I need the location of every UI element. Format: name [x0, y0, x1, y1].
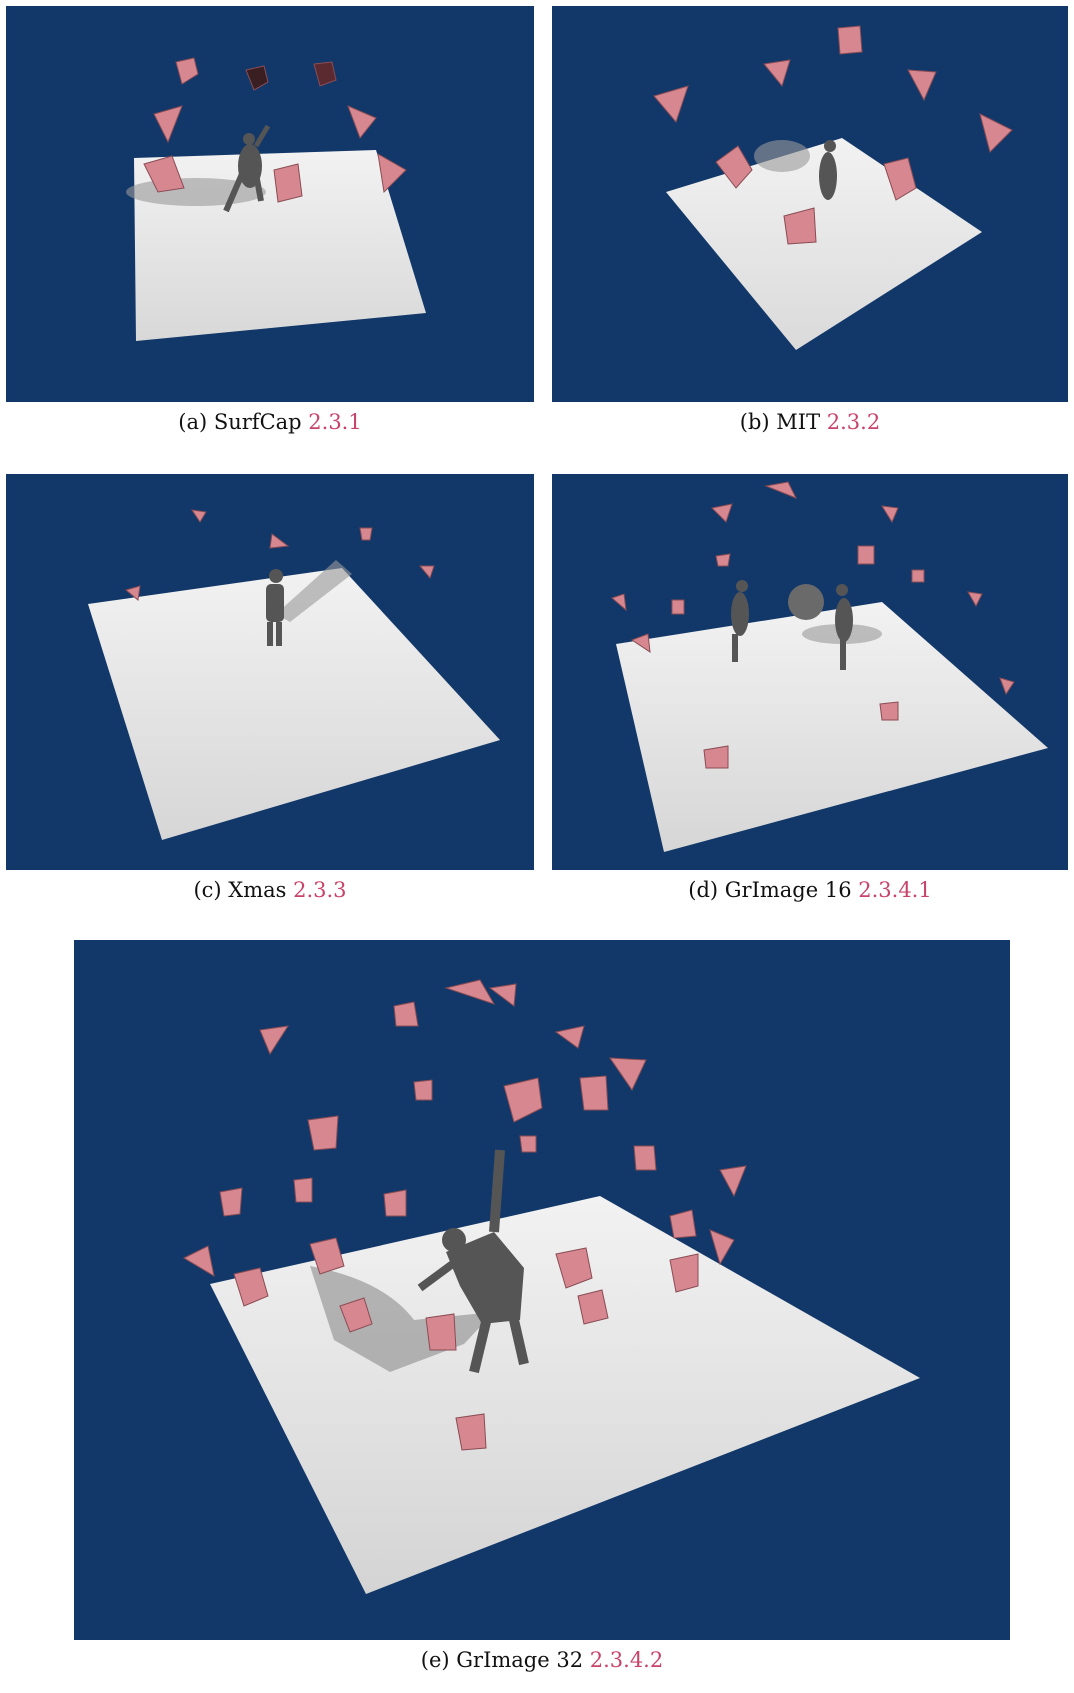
- panel-b-image: [552, 6, 1068, 402]
- section-reference-link[interactable]: 2.3.4.1: [858, 878, 932, 902]
- camera-marker: [413, 1079, 433, 1101]
- camera-marker: [393, 1001, 419, 1027]
- camera-marker: [555, 1247, 593, 1289]
- camera-marker: [259, 1025, 290, 1056]
- section-reference-link[interactable]: 2.3.2: [826, 410, 881, 434]
- camera-marker: [554, 1025, 585, 1049]
- section-reference-link[interactable]: 2.3.3: [293, 878, 347, 902]
- camera-marker: [377, 153, 407, 194]
- human-figure: [223, 124, 271, 213]
- camera-markers: [611, 481, 1015, 769]
- camera-marker: [710, 503, 733, 523]
- floor-plane: [616, 602, 1048, 852]
- camera-marker: [182, 1245, 215, 1278]
- camera-marker: [455, 1413, 487, 1451]
- camera-marker: [881, 505, 899, 524]
- caption-a: (a) SurfCap 2.3.1: [178, 410, 362, 434]
- camera-marker: [879, 701, 899, 721]
- panel-e-image: [74, 940, 1010, 1640]
- camera-marker: [153, 105, 183, 144]
- camera-marker: [911, 569, 925, 583]
- camera-marker: [719, 1165, 747, 1198]
- grimage16-render: [552, 474, 1068, 870]
- camera-marker: [309, 1237, 345, 1275]
- human-figures: [731, 580, 853, 670]
- camera-marker: [444, 979, 496, 1005]
- camera-marker: [577, 1289, 609, 1325]
- camera-marker: [709, 1229, 735, 1266]
- camera-marker: [219, 1187, 243, 1217]
- camera-marker: [837, 25, 863, 55]
- panel-d-image: [552, 474, 1068, 870]
- section-reference-link[interactable]: 2.3.4.2: [589, 1648, 664, 1672]
- camera-marker: [967, 591, 983, 608]
- camera-marker: [611, 593, 627, 612]
- camera-marker: [519, 1135, 537, 1153]
- camera-markers: [143, 57, 407, 203]
- shadow: [276, 560, 352, 622]
- human-figure: [266, 569, 284, 646]
- camera-marker: [488, 983, 517, 1007]
- camera-marker: [175, 57, 199, 85]
- camera-marker: [339, 1297, 373, 1333]
- camera-marker: [669, 1253, 699, 1293]
- camera-marker: [503, 1077, 543, 1123]
- camera-markers: [653, 25, 1013, 245]
- human-figure: [819, 140, 837, 200]
- camera-marker: [979, 113, 1013, 153]
- camera-marker: [273, 163, 303, 203]
- camera-marker: [630, 633, 651, 654]
- camera-markers: [124, 509, 435, 601]
- camera-marker: [418, 565, 435, 580]
- camera-marker: [857, 545, 875, 565]
- camera-marker: [783, 207, 817, 245]
- camera-marker: [293, 1177, 313, 1203]
- camera-marker: [190, 509, 207, 523]
- camera-marker: [313, 61, 337, 87]
- grimage32-render: [74, 940, 1010, 1640]
- xmas-render: [6, 474, 534, 870]
- caption-c: (c) Xmas 2.3.3: [193, 878, 347, 902]
- camera-marker: [715, 145, 753, 189]
- camera-marker: [579, 1075, 609, 1111]
- caption-d: (d) GrImage 16 2.3.4.1: [688, 878, 932, 902]
- camera-marker: [763, 59, 791, 88]
- panel-a-image: [6, 6, 534, 402]
- camera-marker: [359, 527, 373, 541]
- camera-marker: [671, 599, 685, 615]
- ball: [788, 584, 824, 620]
- camera-marker: [653, 85, 689, 124]
- camera-marker: [715, 553, 731, 567]
- camera-marker: [633, 1145, 657, 1171]
- mit-render: [552, 6, 1068, 402]
- caption-e: (e) GrImage 32 2.3.4.2: [420, 1648, 664, 1672]
- panel-c-image: [6, 474, 534, 870]
- camera-marker: [124, 585, 141, 601]
- floor-plane: [88, 568, 500, 840]
- camera-marker: [307, 1115, 339, 1151]
- camera-marker: [764, 481, 798, 499]
- camera-marker: [425, 1313, 457, 1351]
- camera-marker: [383, 1189, 407, 1217]
- camera-markers: [182, 979, 747, 1451]
- camera-marker: [347, 105, 377, 139]
- section-reference-link[interactable]: 2.3.1: [308, 410, 362, 434]
- shadow: [754, 140, 810, 172]
- camera-marker: [233, 1267, 269, 1307]
- camera-marker: [883, 157, 917, 201]
- camera-marker: [999, 677, 1015, 696]
- camera-marker: [669, 1209, 697, 1239]
- caption-b: (b) MIT 2.3.2: [739, 410, 881, 434]
- camera-marker: [269, 533, 290, 549]
- human-figure: [417, 1149, 529, 1374]
- camera-marker: [703, 745, 729, 769]
- camera-marker: [245, 65, 269, 91]
- camera-marker: [143, 155, 185, 193]
- surfcap-render: [6, 6, 534, 402]
- camera-marker: [907, 69, 937, 102]
- camera-marker: [609, 1057, 647, 1092]
